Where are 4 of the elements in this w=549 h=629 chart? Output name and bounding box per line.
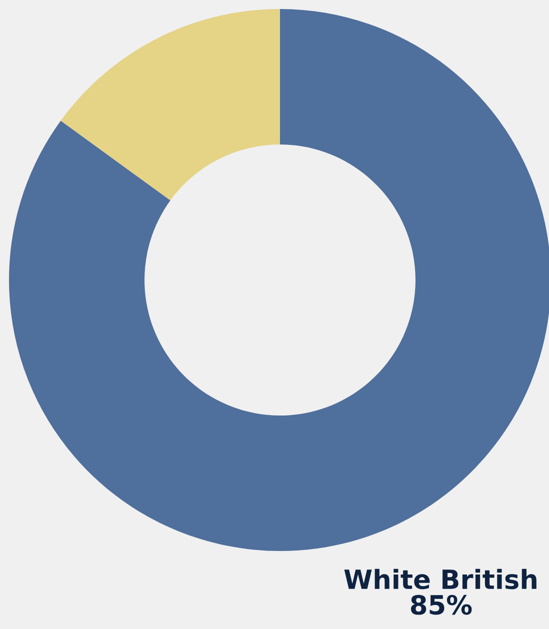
donut-slice <box>9 9 549 551</box>
data-label: 85% <box>411 594 472 615</box>
donut-slice <box>60 9 280 200</box>
slice-label: White British <box>344 568 536 590</box>
